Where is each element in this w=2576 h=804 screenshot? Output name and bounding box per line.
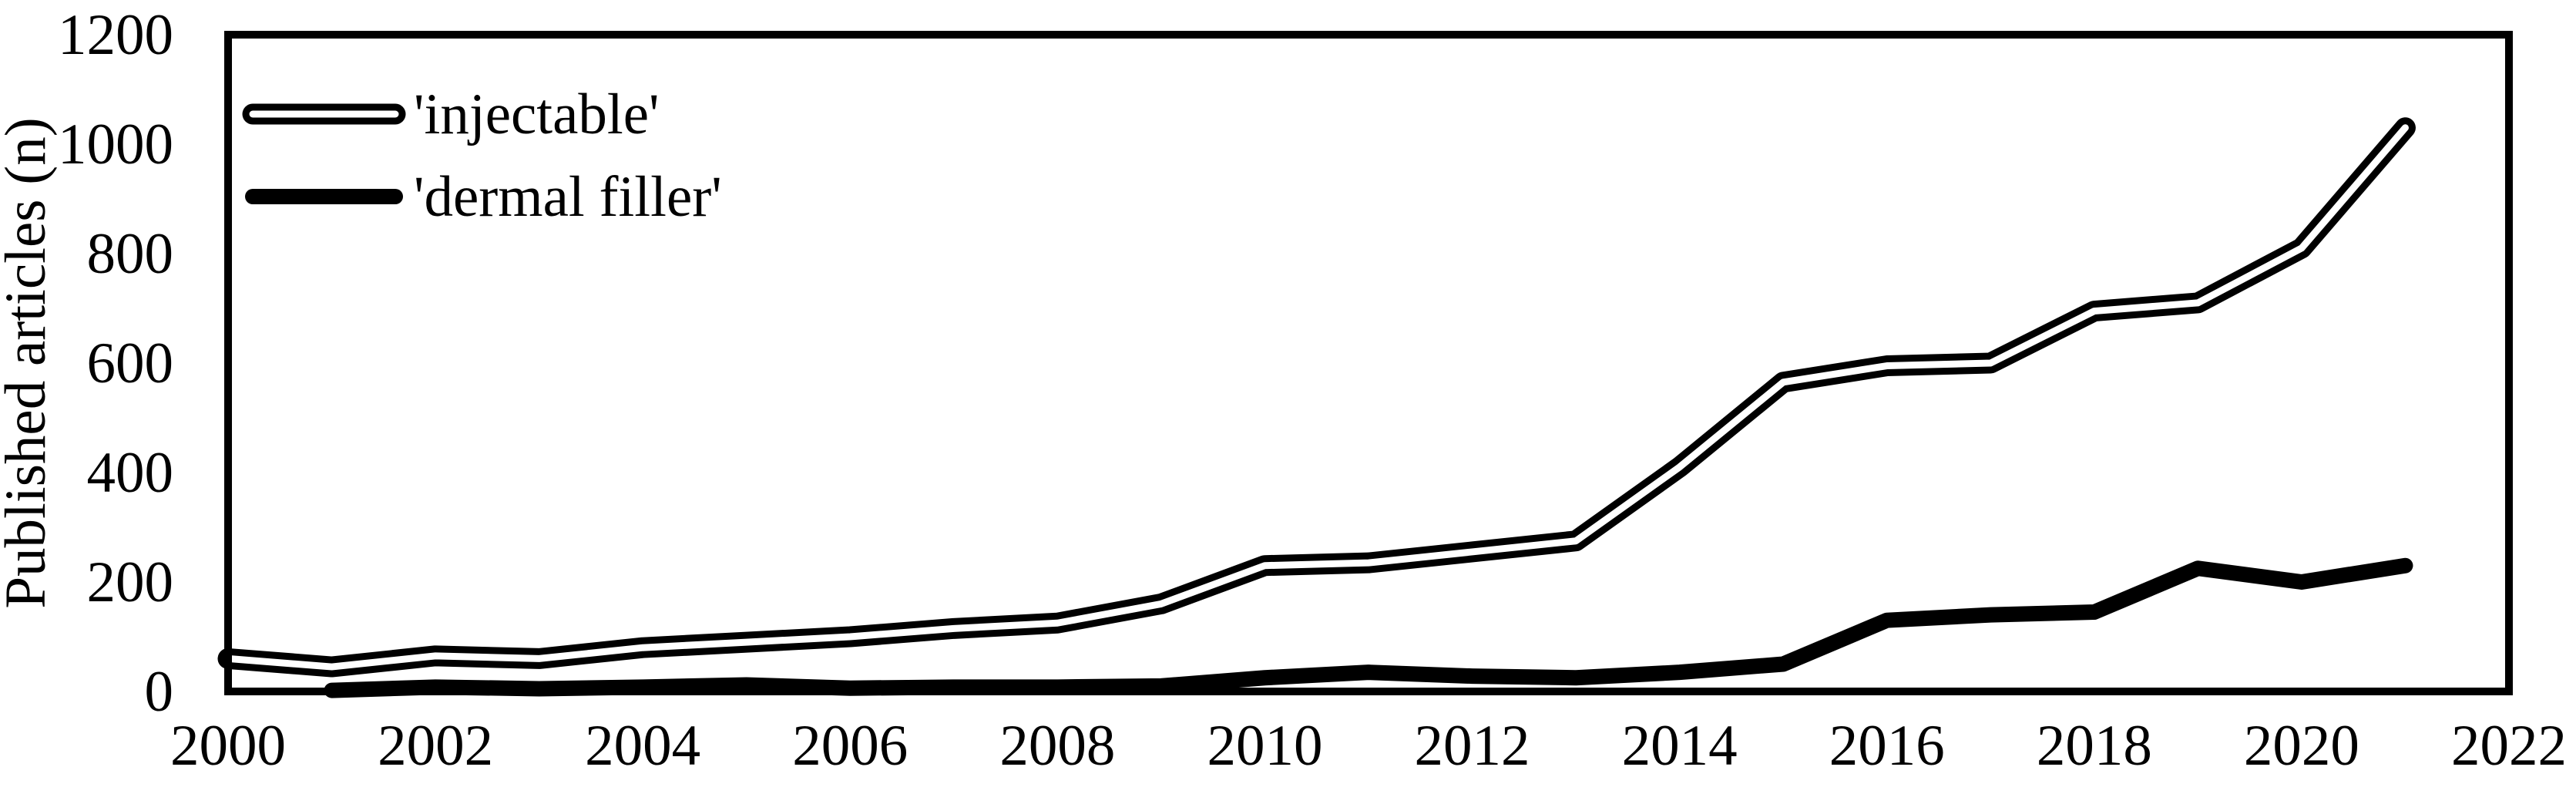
y-tick-label: 1200 — [58, 3, 173, 67]
y-tick-label: 1000 — [58, 113, 173, 177]
y-tick-label: 200 — [87, 550, 174, 614]
y-tick-label: 800 — [87, 222, 174, 286]
x-tick-label: 2002 — [378, 714, 493, 778]
y-tick-label: 400 — [87, 441, 174, 505]
x-tick-label: 2004 — [585, 714, 700, 778]
series-injectable-line-core — [224, 124, 2409, 671]
x-tick-label: 2006 — [792, 714, 908, 778]
x-tick-label: 2022 — [2451, 714, 2567, 778]
y-axis-title: Published articles (n) — [0, 117, 58, 608]
x-tick-label: 2008 — [999, 714, 1115, 778]
x-tick-label: 2012 — [1415, 714, 1530, 778]
x-tick-label: 2000 — [170, 714, 286, 778]
legend-label-injectable: 'injectable' — [414, 82, 660, 146]
x-tick-label: 2010 — [1207, 714, 1322, 778]
x-tick-label: 2020 — [2244, 714, 2359, 778]
x-tick-label: 2014 — [1622, 714, 1738, 778]
y-tick-label: 600 — [87, 331, 174, 395]
x-tick-label: 2016 — [1829, 714, 1945, 778]
legend-label-dermal-filler: 'dermal filler' — [414, 165, 722, 229]
series-dermal-filler-line — [324, 557, 2413, 698]
y-tick-label: 0 — [145, 660, 174, 724]
x-tick-label: 2018 — [2037, 714, 2152, 778]
plot-border — [224, 31, 2513, 695]
